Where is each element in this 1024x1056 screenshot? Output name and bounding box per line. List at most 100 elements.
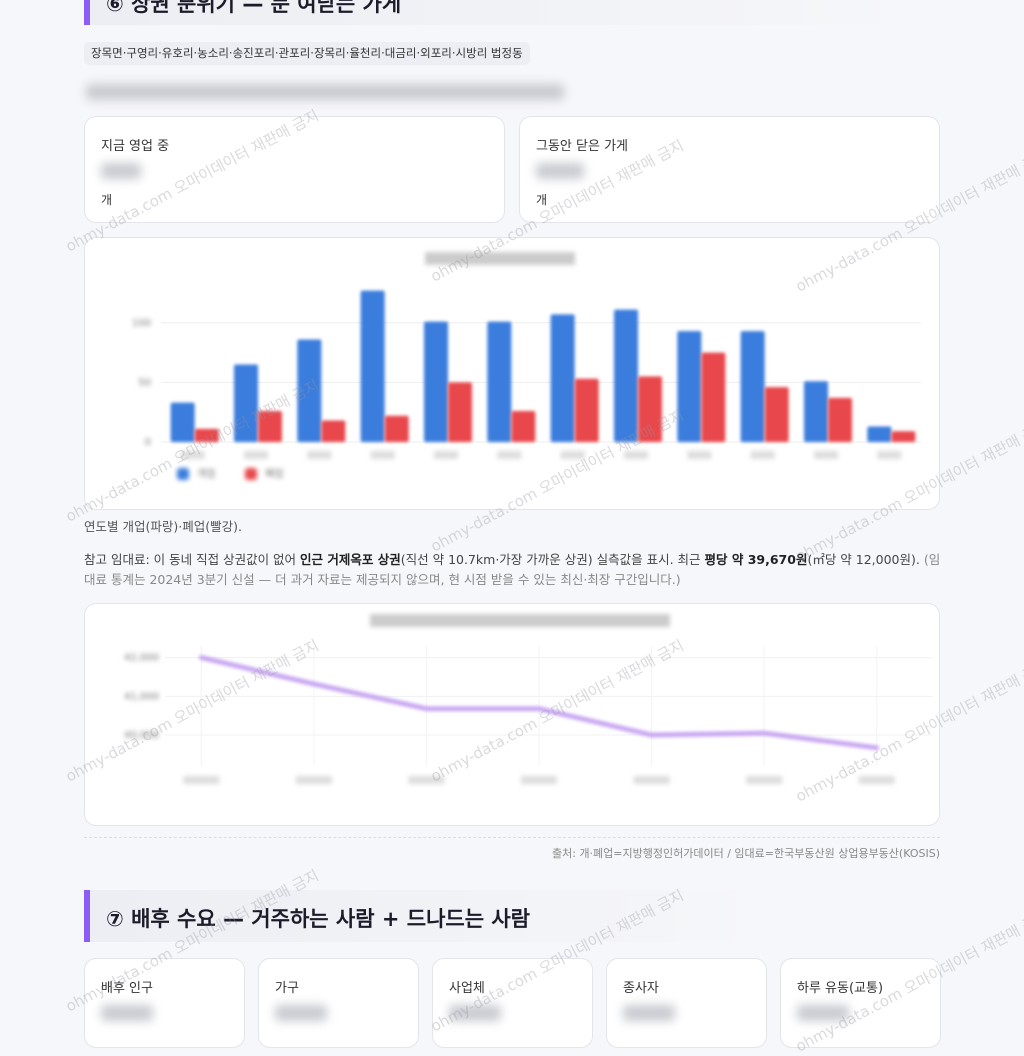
bar	[194, 428, 219, 442]
section-title: ⑥ 상권 분위기 — 문 여닫는 가게	[106, 0, 402, 16]
bar	[170, 402, 195, 442]
blurred-chart-title	[370, 614, 670, 627]
bar	[828, 397, 852, 442]
bar	[511, 411, 536, 442]
y-tick-label: 41,000	[124, 691, 159, 702]
blurred-x-label	[633, 776, 670, 784]
bar	[701, 352, 726, 442]
blurred-text	[86, 84, 564, 100]
blurred-x-label	[858, 776, 895, 784]
stat-label: 배후 인구	[101, 981, 153, 996]
blurred-x-label	[408, 776, 445, 784]
y-tick-label: 40,000	[124, 730, 159, 741]
y-tick-label: 100	[132, 318, 151, 329]
y-tick-label: 50	[138, 377, 151, 388]
note-strong: 평당 약 39,670원	[704, 552, 808, 567]
stat-label: 하루 유동(교통)	[797, 981, 884, 996]
bar	[360, 290, 385, 442]
chart-card: 40,000 41,000 42,000	[84, 603, 940, 826]
chart-caption: 연도별 개업(파랑)·폐업(빨강).	[84, 519, 242, 534]
stat-card: 그동안 닫은 가게 개	[519, 116, 940, 223]
stat-card: 종사자	[606, 958, 767, 1048]
region-tag: 장목면·구영리·유호리·농소리·송진포리·관포리·장목리·율천리·대금리·외포리…	[84, 42, 530, 65]
legend-label: 폐업	[265, 467, 283, 480]
stat-label: 사업체	[449, 981, 485, 996]
bar	[258, 411, 282, 442]
blurred-x-label	[560, 451, 585, 459]
blurred-x-label	[307, 451, 332, 459]
chart-card: 0 50 100 개업 폐업	[84, 237, 940, 510]
blurred-value	[536, 163, 584, 179]
note-text: 참고 임대료: 이 동네 직접 상권값이 없어	[84, 552, 301, 567]
stat-card: 배후 인구	[84, 958, 245, 1048]
rent-note: 참고 임대료: 이 동네 직접 상권값이 없어 인근 거제옥포 상권(직선 약 …	[84, 550, 944, 590]
bar	[614, 309, 638, 442]
bar	[804, 381, 828, 442]
bar	[867, 426, 892, 442]
source-note: 출처: 개·폐업=지방행정인허가데이터 / 임대료=한국부동산원 상업용부동산(…	[552, 847, 940, 860]
stat-card: 사업체	[432, 958, 593, 1048]
bar	[384, 415, 409, 442]
blurred-x-label	[687, 451, 712, 459]
blurred-x-label	[746, 776, 783, 784]
blurred-x-label	[370, 451, 395, 459]
blurred-x-label	[750, 451, 775, 459]
bar	[448, 382, 472, 442]
bar	[487, 321, 512, 442]
section-title: ⑦ 배후 수요 — 거주하는 사람 + 드나드는 사람	[106, 907, 530, 931]
y-tick-label: 42,000	[124, 653, 159, 664]
blurred-x-label	[434, 451, 458, 459]
bar	[638, 376, 662, 442]
bar	[234, 364, 258, 442]
note-text: (직선 약 10.7km·가장 가까운 상권) 실측값을 표시. 최근	[400, 552, 705, 567]
blurred-x-label	[244, 451, 268, 459]
section-header: ⑦ 배후 수요 — 거주하는 사람 + 드나드는 사람	[84, 890, 754, 942]
blurred-x-label	[497, 451, 522, 459]
legend-swatch	[177, 468, 189, 480]
blurred-chart-title	[425, 252, 575, 265]
stat-unit: 개	[101, 193, 113, 207]
note-muted: (임대료 통계는 2024년 3분기 신설 — 더 과거 자료는 제공되지 않으…	[84, 552, 941, 587]
blurred-value	[101, 163, 141, 179]
bar	[550, 314, 575, 442]
blurred-value	[275, 1005, 327, 1021]
blurred-value	[449, 1005, 501, 1021]
divider	[84, 837, 940, 838]
bar	[677, 331, 702, 442]
bar	[891, 431, 916, 442]
bar-chart: 0 50 100 개업 폐업	[132, 252, 921, 480]
blurred-x-label	[521, 776, 557, 784]
line-chart: 40,000 41,000 42,000	[124, 614, 933, 784]
blurred-x-label	[180, 451, 205, 459]
blurred-value	[797, 1005, 849, 1021]
note-strong: 인근 거제옥포 상권	[300, 552, 401, 567]
bar	[424, 321, 448, 442]
stat-card: 지금 영업 중 개	[84, 116, 505, 223]
blurred-x-label	[183, 776, 220, 784]
y-tick-label: 0	[145, 437, 151, 448]
line-series	[198, 655, 880, 751]
section-header: ⑥ 상권 분위기 — 문 여닫는 가게	[84, 0, 904, 25]
stat-unit: 개	[536, 193, 548, 207]
blurred-value	[623, 1005, 675, 1021]
bar	[574, 378, 599, 442]
blurred-x-label	[624, 451, 648, 459]
blurred-value	[101, 1005, 153, 1021]
stat-label: 지금 영업 중	[101, 139, 170, 154]
bar	[297, 339, 322, 442]
stat-label: 그동안 닫은 가게	[536, 139, 628, 154]
bar	[321, 420, 346, 442]
page: ⑥ 상권 분위기 — 문 여닫는 가게 장목면·구영리·유호리·농소리·송진포리…	[62, 0, 1024, 1056]
stat-label: 종사자	[623, 981, 659, 996]
stat-card: 하루 유동(교통)	[780, 958, 941, 1048]
stat-label: 가구	[275, 981, 299, 996]
note-text: (㎡당 약 12,000원).	[807, 552, 924, 567]
bar	[740, 331, 765, 442]
blurred-x-label	[814, 451, 838, 459]
stat-card: 가구	[258, 958, 419, 1048]
blurred-x-label	[877, 451, 902, 459]
legend-swatch	[245, 468, 257, 480]
bar	[764, 387, 789, 442]
blurred-x-label	[295, 776, 332, 784]
legend-label: 개업	[197, 467, 215, 480]
